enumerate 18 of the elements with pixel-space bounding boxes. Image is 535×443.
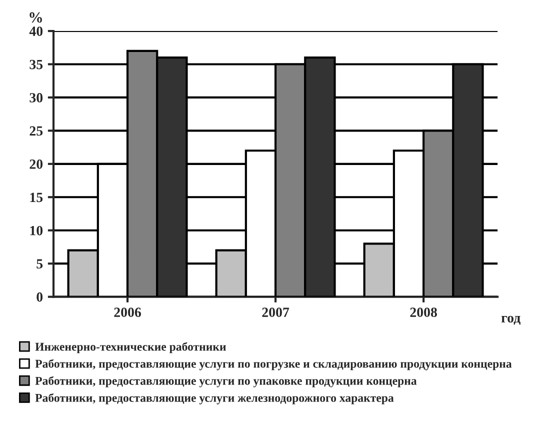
- y-tick-label: 15: [30, 192, 43, 202]
- legend-label: Работники, предоставляющие услуги железнодорожного характера: [35, 393, 394, 404]
- y-tick-label: 25: [30, 126, 43, 136]
- legend-label: Работники, предоставляющие услуги по погрузке и складированию продукции концерна: [35, 359, 512, 370]
- y-tick-label: 35: [30, 60, 43, 70]
- y-tick-label: 0: [36, 292, 43, 302]
- legend-label: Инженерно-технические работники: [35, 342, 226, 354]
- x-tick-label: 2007: [262, 308, 290, 317]
- y-tick-label: 10: [30, 226, 43, 236]
- x-axis-title: год: [501, 316, 520, 325]
- x-tick-label: 2008: [410, 308, 437, 317]
- x-tick-label: 2006: [114, 308, 141, 317]
- y-tick-label: 30: [30, 93, 43, 102]
- y-axis-title: %: [30, 12, 42, 23]
- y-tick-label: 20: [30, 159, 43, 169]
- legend-label: Работники, предоставляющие услуги по упаковке продукции концерна: [35, 376, 417, 388]
- y-tick-label: 40: [29, 26, 43, 36]
- y-tick-label: 5: [36, 259, 43, 269]
